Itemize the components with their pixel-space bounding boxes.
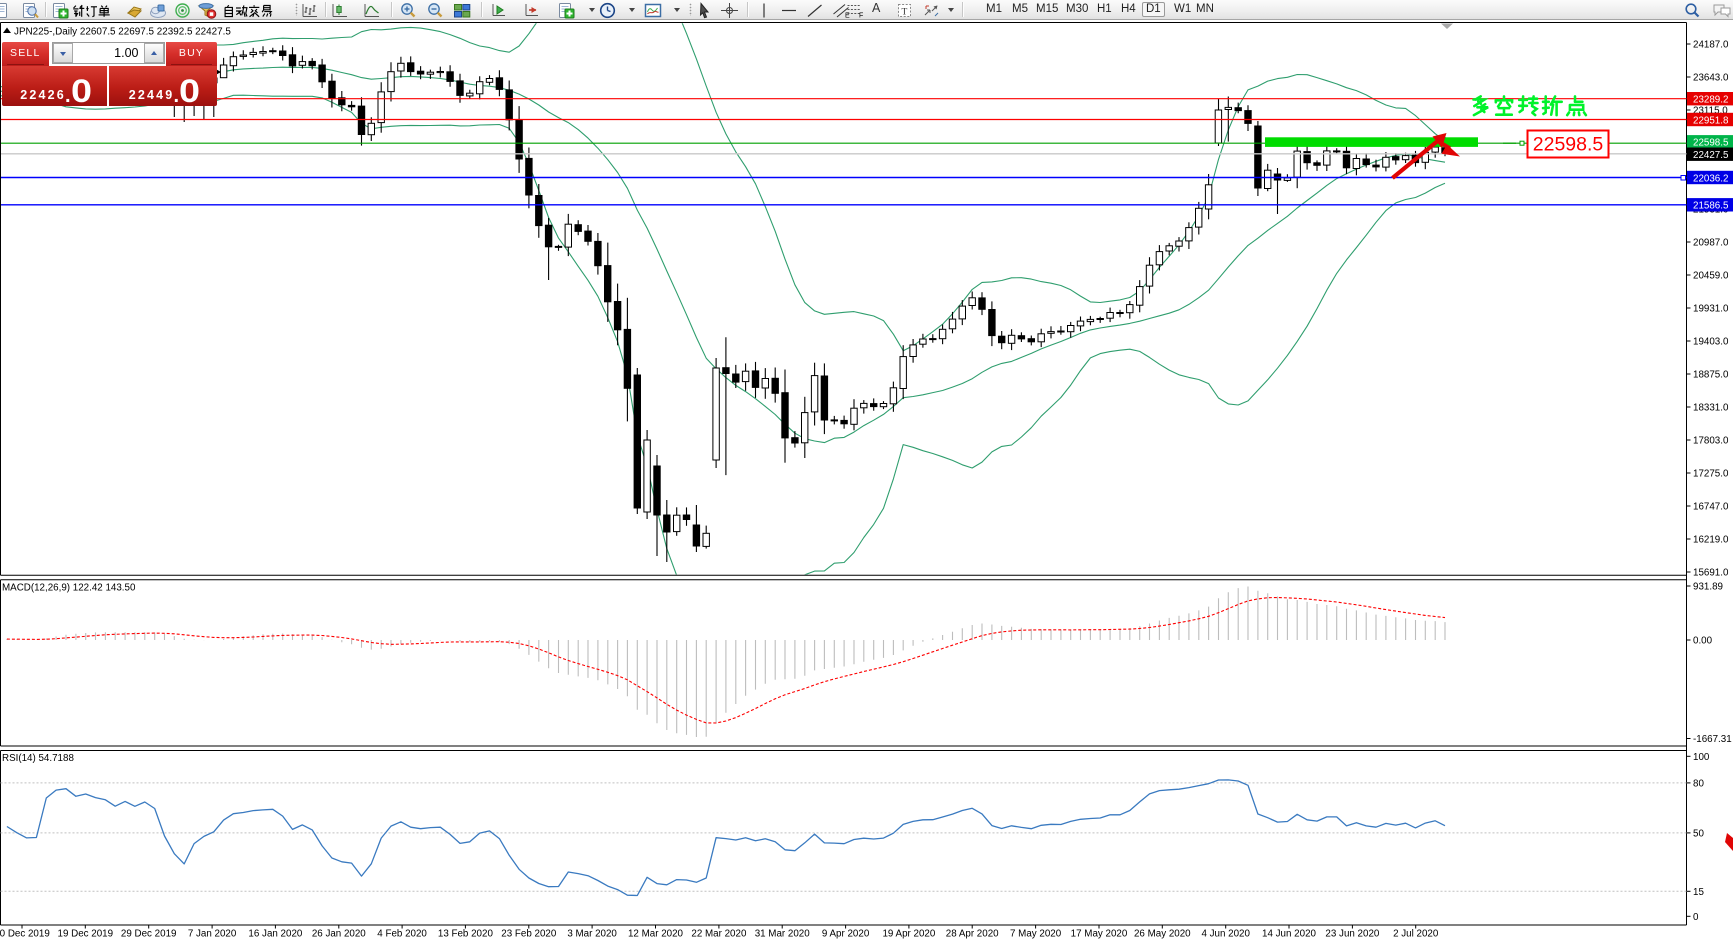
svg-text:20987.0: 20987.0 <box>1693 238 1729 249</box>
svg-text:23 Jun 2020: 23 Jun 2020 <box>1325 929 1379 940</box>
svg-text:18331.0: 18331.0 <box>1693 403 1729 414</box>
svg-text:17 May 2020: 17 May 2020 <box>1071 929 1128 940</box>
svg-text:15691.0: 15691.0 <box>1693 568 1729 579</box>
svg-text:19 Dec 2019: 19 Dec 2019 <box>58 929 114 940</box>
svg-text:26 May 2020: 26 May 2020 <box>1134 929 1191 940</box>
svg-text:50: 50 <box>1693 829 1704 840</box>
svg-text:4 Feb 2020: 4 Feb 2020 <box>377 929 427 940</box>
svg-text:26 Jan 2020: 26 Jan 2020 <box>312 929 366 940</box>
svg-text:15: 15 <box>1693 887 1704 898</box>
svg-text:22427.5: 22427.5 <box>1693 150 1729 161</box>
svg-text:13 Feb 2020: 13 Feb 2020 <box>438 929 494 940</box>
svg-text:3 Mar 2020: 3 Mar 2020 <box>567 929 617 940</box>
svg-text:0.00: 0.00 <box>1693 636 1713 647</box>
svg-text:29 Dec 2019: 29 Dec 2019 <box>121 929 177 940</box>
svg-text:24187.0: 24187.0 <box>1693 40 1729 51</box>
svg-text:17275.0: 17275.0 <box>1693 469 1729 480</box>
svg-text:16219.0: 16219.0 <box>1693 535 1729 546</box>
svg-text:0: 0 <box>1693 912 1699 923</box>
svg-text:T: T <box>902 8 908 18</box>
svg-text:16747.0: 16747.0 <box>1693 502 1729 513</box>
svg-text:80: 80 <box>1693 779 1704 790</box>
svg-text:JPN225-,Daily 22607.5 22697.5: JPN225-,Daily 22607.5 22697.5 22392.5 22… <box>14 27 231 38</box>
svg-text:RSI(14) 54.7188: RSI(14) 54.7188 <box>2 753 74 764</box>
svg-text:23643.0: 23643.0 <box>1693 73 1729 84</box>
svg-text:16 Jan 2020: 16 Jan 2020 <box>248 929 302 940</box>
svg-text:28 Apr 2020: 28 Apr 2020 <box>946 929 999 940</box>
svg-text:17803.0: 17803.0 <box>1693 436 1729 447</box>
svg-text:22598.5: 22598.5 <box>1533 134 1604 156</box>
svg-text:4 Jun 2020: 4 Jun 2020 <box>1201 929 1250 940</box>
svg-text:-1667.31: -1667.31 <box>1693 734 1732 745</box>
svg-text:MACD(12,26,9) 122.42 143.50: MACD(12,26,9) 122.42 143.50 <box>2 583 136 594</box>
svg-text:20459.0: 20459.0 <box>1693 271 1729 282</box>
svg-text:F: F <box>859 13 863 20</box>
svg-text:22598.5: 22598.5 <box>1693 138 1729 149</box>
svg-text:19403.0: 19403.0 <box>1693 337 1729 348</box>
svg-text:22951.8: 22951.8 <box>1693 115 1729 126</box>
svg-text:19931.0: 19931.0 <box>1693 304 1729 315</box>
svg-text:31 Mar 2020: 31 Mar 2020 <box>755 929 811 940</box>
svg-text:7 Jan 2020: 7 Jan 2020 <box>188 929 237 940</box>
svg-text:19 Apr 2020: 19 Apr 2020 <box>882 929 935 940</box>
svg-text:22036.2: 22036.2 <box>1693 173 1728 184</box>
svg-text:18875.0: 18875.0 <box>1693 370 1729 381</box>
svg-text:931.89: 931.89 <box>1693 582 1723 593</box>
svg-text:23 Feb 2020: 23 Feb 2020 <box>501 929 557 940</box>
svg-text:12 Mar 2020: 12 Mar 2020 <box>628 929 684 940</box>
svg-text:9 Apr 2020: 9 Apr 2020 <box>822 929 870 940</box>
svg-text:23289.2: 23289.2 <box>1693 95 1728 106</box>
svg-text:14 Jun 2020: 14 Jun 2020 <box>1262 929 1316 940</box>
svg-text:2 Jul 2020: 2 Jul 2020 <box>1393 929 1439 940</box>
svg-text:21586.5: 21586.5 <box>1693 201 1729 212</box>
svg-text:E: E <box>845 13 850 20</box>
svg-text:7 May 2020: 7 May 2020 <box>1010 929 1062 940</box>
svg-text:100: 100 <box>1693 752 1710 763</box>
svg-text:23115.0: 23115.0 <box>1693 106 1728 117</box>
svg-text:10 Dec 2019: 10 Dec 2019 <box>0 929 50 940</box>
svg-text:22 Mar 2020: 22 Mar 2020 <box>691 929 747 940</box>
